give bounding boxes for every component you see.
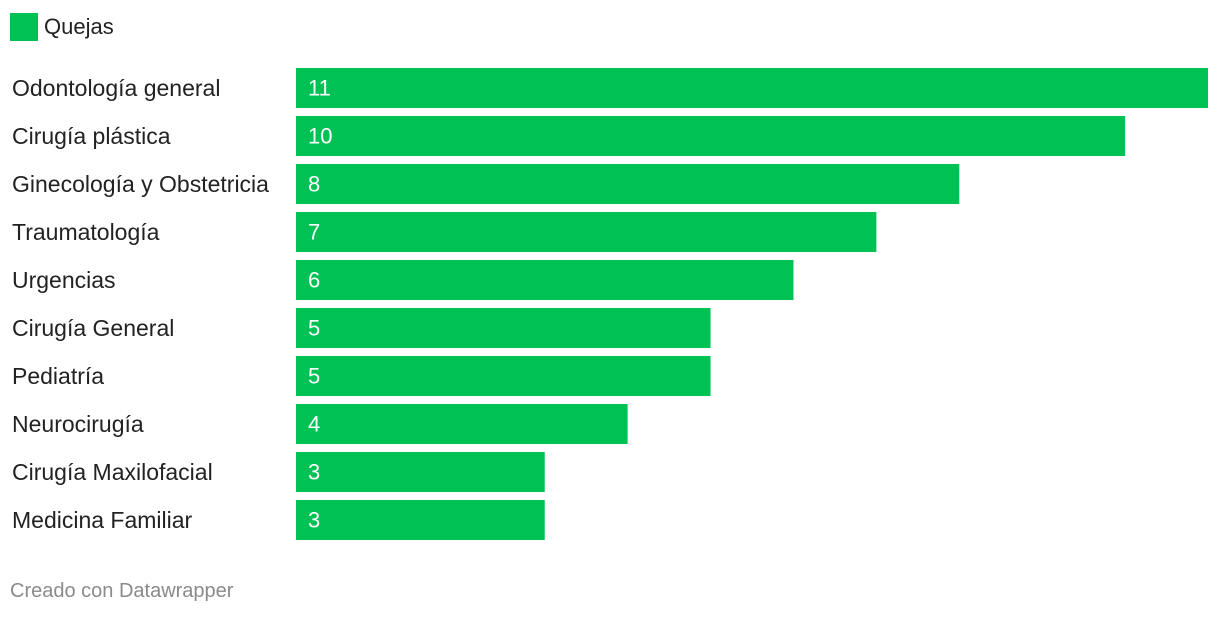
category-label: Cirugía General bbox=[12, 315, 174, 341]
bar[interactable] bbox=[296, 452, 545, 492]
category-label: Medicina Familiar bbox=[12, 507, 193, 533]
category-label: Odontología general bbox=[12, 75, 220, 101]
bar[interactable] bbox=[296, 500, 545, 540]
category-label: Cirugía Maxilofacial bbox=[12, 459, 213, 485]
bar[interactable] bbox=[296, 164, 960, 204]
bar[interactable] bbox=[296, 212, 877, 252]
legend: Quejas bbox=[10, 12, 114, 42]
bar-value-label: 4 bbox=[308, 412, 320, 437]
bar-value-label: 7 bbox=[308, 220, 320, 245]
category-label: Pediatría bbox=[12, 363, 104, 389]
category-label: Cirugía plástica bbox=[12, 123, 171, 149]
bar-value-label: 5 bbox=[308, 316, 320, 341]
bar-value-label: 10 bbox=[308, 124, 332, 149]
category-label: Traumatología bbox=[12, 219, 160, 245]
category-label: Ginecología y Obstetricia bbox=[12, 171, 269, 197]
bar-value-label: 8 bbox=[308, 172, 320, 197]
bar-value-label: 6 bbox=[308, 268, 320, 293]
bar-value-label: 3 bbox=[308, 508, 320, 533]
bar-value-label: 5 bbox=[308, 364, 320, 389]
bar[interactable] bbox=[296, 116, 1126, 156]
bar[interactable] bbox=[296, 260, 794, 300]
bar-value-label: 3 bbox=[308, 460, 320, 485]
bar[interactable] bbox=[296, 68, 1208, 108]
legend-swatch bbox=[10, 13, 38, 41]
category-label: Neurocirugía bbox=[12, 411, 144, 437]
bar[interactable] bbox=[296, 308, 711, 348]
category-label: Urgencias bbox=[12, 267, 116, 293]
legend-label: Quejas bbox=[44, 14, 114, 39]
bar-value-label: 11 bbox=[308, 76, 331, 101]
bar[interactable] bbox=[296, 356, 711, 396]
footer-credit[interactable]: Creado con Datawrapper bbox=[10, 580, 234, 602]
bar[interactable] bbox=[296, 404, 628, 444]
